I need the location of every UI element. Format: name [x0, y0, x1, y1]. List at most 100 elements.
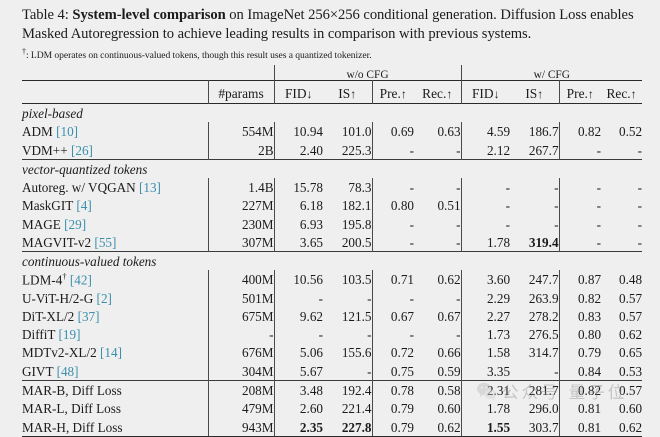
citation-link[interactable]: [13] — [138, 180, 161, 196]
row-model-name: MaskGIT — [22, 198, 74, 214]
table-row: U-ViT-H/2-G [2] 501M - - - -2.29 263.9 0.82 0.57 — [22, 288, 642, 307]
row-model-name: MAGVIT-v2 — [22, 234, 92, 250]
citation-link[interactable]: [26] — [70, 142, 93, 158]
table-row: LDM-4† [42] 400M 10.56 103.5 0.71 0.62 3.60 247… — [22, 269, 642, 289]
table-row: MAGE [29] 230M 6.93 195.8- - - - - - — [22, 214, 642, 233]
row-label-cell: MAGE [29] — [22, 214, 208, 232]
citation-link[interactable]: [19] — [58, 327, 81, 343]
cell-pre2: 0.80 — [558, 324, 602, 344]
cell-params: 304M — [207, 361, 274, 381]
cell-fid1: 15.78 — [273, 177, 323, 197]
cell-rec1: - — [456, 142, 461, 158]
table-row: MAR-L, Diff Loss 479M 2.60 221.4 0.79 0.60 1.7… — [22, 399, 642, 418]
cell-is2: 267.7 — [528, 142, 559, 158]
cell-is1: 121.5 — [341, 308, 372, 324]
cell-is2: - — [554, 216, 559, 232]
cell-params: 675M — [207, 306, 274, 325]
cell-is2: - — [554, 363, 559, 379]
row-label-cell: GIVT [48] — [22, 361, 208, 380]
cell-pre1: 0.69 — [371, 122, 414, 141]
cell-fid1: - — [273, 288, 323, 307]
row-label-cell: MAGVIT-v2 [55] — [22, 233, 208, 252]
table-row: GIVT [48] 304M 5.67-0.75 0.59 3.35-0.84 0.53 — [22, 361, 642, 381]
cell-is1: 192.4 — [323, 379, 372, 400]
cell-fid1: 10.94 — [273, 122, 323, 141]
cell-pre2: 0.83 — [558, 306, 602, 325]
citation-link[interactable]: [42] — [69, 272, 92, 288]
cell-value-bold: 227.8 — [341, 419, 372, 435]
cell-rec2: - — [637, 234, 643, 250]
row-label-cell: MAR-H, Diff Loss — [22, 417, 208, 437]
cell-pre2: 0.82 — [558, 379, 602, 400]
cell-pre1: 0.72 — [371, 343, 414, 362]
row-label-cell: LDM-4† [42] — [22, 270, 208, 288]
citation-link[interactable]: [2] — [96, 290, 112, 306]
cell-fid2: 1.78 — [460, 399, 511, 418]
cell-is1: 225.3 — [341, 142, 372, 158]
row-model-name: VDM++ — [22, 142, 68, 158]
cell-fid2: 1.58 — [460, 343, 511, 362]
cell-fid2: - — [460, 177, 511, 197]
caption-rest: on ImageNet 256×256 conditional generati… — [22, 7, 634, 42]
cell-is2: 186.7 — [528, 124, 559, 140]
cell-fid2: 3.35 — [460, 361, 511, 381]
cell-pre1: 0.79 — [371, 417, 414, 437]
cell-pre1: - — [371, 288, 414, 307]
cell-fid1: 3.48 — [273, 379, 323, 400]
cell-pre1: 0.75 — [371, 361, 414, 381]
cell-params: 2B — [207, 140, 274, 160]
table-column-header-row: #params FID↓ IS↑ Pre.↑ Rec.↑ FID↓ IS↑ Pre.↑ Rec.… — [22, 80, 643, 104]
group-header-wo-cfg: w/o CFG — [273, 65, 462, 81]
cell-pre2: 0.79 — [558, 343, 602, 362]
cell-fid1: - — [273, 324, 323, 344]
section-label-1: vector-quantized tokens — [22, 158, 643, 178]
cell-params: 676M — [207, 343, 274, 362]
cell-fid1: 2.60 — [273, 399, 323, 418]
row-model-name: MAR-B, Diff Loss — [22, 383, 122, 399]
column-header-is1: IS↑ — [323, 81, 372, 104]
column-header-rec2: Rec.↑ — [601, 81, 642, 104]
cell-params: 307M — [207, 232, 274, 252]
cell-is2: 263.9 — [528, 290, 559, 306]
row-label-cell: MDTv2-XL/2 [14] — [22, 343, 208, 361]
citation-link[interactable]: [37] — [77, 308, 100, 324]
citation-link[interactable]: [48] — [56, 363, 79, 379]
cell-params: 479M — [207, 399, 274, 418]
cell-is2: 247.7 — [528, 272, 559, 288]
cell-fid1: 6.18 — [273, 196, 323, 215]
cell-is2: - — [554, 180, 559, 196]
sort-arrow-icon: ↓ — [306, 87, 313, 102]
citation-link[interactable]: [55] — [94, 234, 117, 250]
citation-link[interactable]: [4] — [76, 198, 92, 214]
cell-params: 501M — [207, 288, 274, 307]
cell-pre2: - — [558, 232, 602, 252]
cell-params: 554M — [207, 122, 274, 141]
cell-rec1: 0.59 — [437, 363, 461, 379]
cell-rec1: 0.63 — [437, 124, 461, 140]
cell-rec2: 0.52 — [618, 124, 643, 140]
cell-rec2: - — [637, 198, 643, 214]
column-header-fid1: FID↓ — [273, 80, 323, 104]
group-header-w-cfg-label: w/ CFG — [533, 69, 570, 82]
row-model-name: MDTv2-XL/2 — [22, 345, 97, 361]
cell-pre1: 0.71 — [371, 269, 414, 289]
row-model-name: U-ViT-H/2-G — [22, 290, 94, 306]
table-figure-page: Table 4: System-level comparison on Imag… — [22, 7, 643, 437]
column-header-label: FID — [284, 86, 307, 102]
table-row: VDM++ [26] 2B 2.40 225.3- -2.12 267.7- - — [22, 140, 642, 160]
cell-pre1: - — [371, 324, 414, 344]
cell-fid2: - — [460, 214, 511, 233]
column-header-label: IS — [525, 86, 538, 102]
cell-is2: - — [554, 198, 559, 214]
cell-is2: 278.2 — [528, 308, 559, 324]
table-body: w/o CFG w/ CFG #params FID↓ IS↑ Pre.↑ Rec.↑ FID… — [22, 65, 643, 437]
citation-link[interactable]: [29] — [64, 216, 87, 232]
cell-pre2: - — [558, 177, 602, 197]
cell-rec2: 0.62 — [618, 327, 643, 343]
table-row: DiT-XL/2 [37] 675M 9.62 121.5 0.67 0.67 2.27 27… — [22, 306, 642, 325]
row-label-cell: Autoreg. w/ VQGAN [13] — [22, 178, 208, 196]
cell-rec1: - — [456, 290, 461, 306]
citation-link[interactable]: [10] — [56, 124, 79, 140]
citation-link[interactable]: [14] — [100, 345, 123, 361]
section-label-2: continuous-valued tokens — [22, 250, 643, 270]
